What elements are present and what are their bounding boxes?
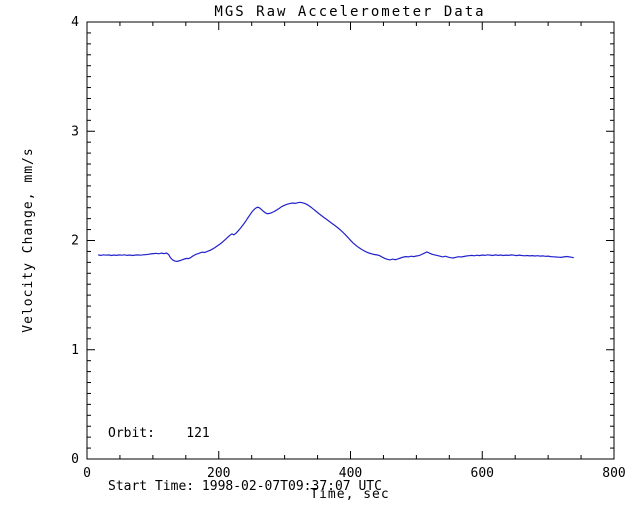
chart-title: MGS Raw Accelerometer Data <box>214 4 485 20</box>
x-tick-label: 400 <box>339 466 362 481</box>
annotation-start-time: Start Time: 1998-02-07T09:37:07 UTC <box>108 478 382 494</box>
y-axis-label: Velocity Change, mm/s <box>21 147 36 332</box>
annotation-block: Orbit: 121 Start Time: 1998-02-07T09:37:… <box>108 390 382 512</box>
x-tick-label: 200 <box>207 466 230 481</box>
y-tick-label: 3 <box>71 124 79 139</box>
x-tick-label: 600 <box>471 466 494 481</box>
tick-label-layer: 0 200 400 600 800 0 1 2 3 4 <box>71 15 626 481</box>
annotation-orbit: Orbit: 121 <box>108 426 210 441</box>
y-tick-label: 4 <box>71 15 79 30</box>
series-layer <box>98 201 574 263</box>
y-tick-label: 1 <box>71 343 79 358</box>
x-tick-label: 0 <box>83 466 91 481</box>
y-tick-label: 2 <box>71 234 79 249</box>
axes-layer <box>86 21 615 460</box>
x-axis-label: Time, sec <box>310 487 389 502</box>
y-tick-label: 0 <box>71 452 79 467</box>
data-line-velocity_change_mm_s <box>98 201 574 263</box>
x-tick-label: 800 <box>602 466 625 481</box>
